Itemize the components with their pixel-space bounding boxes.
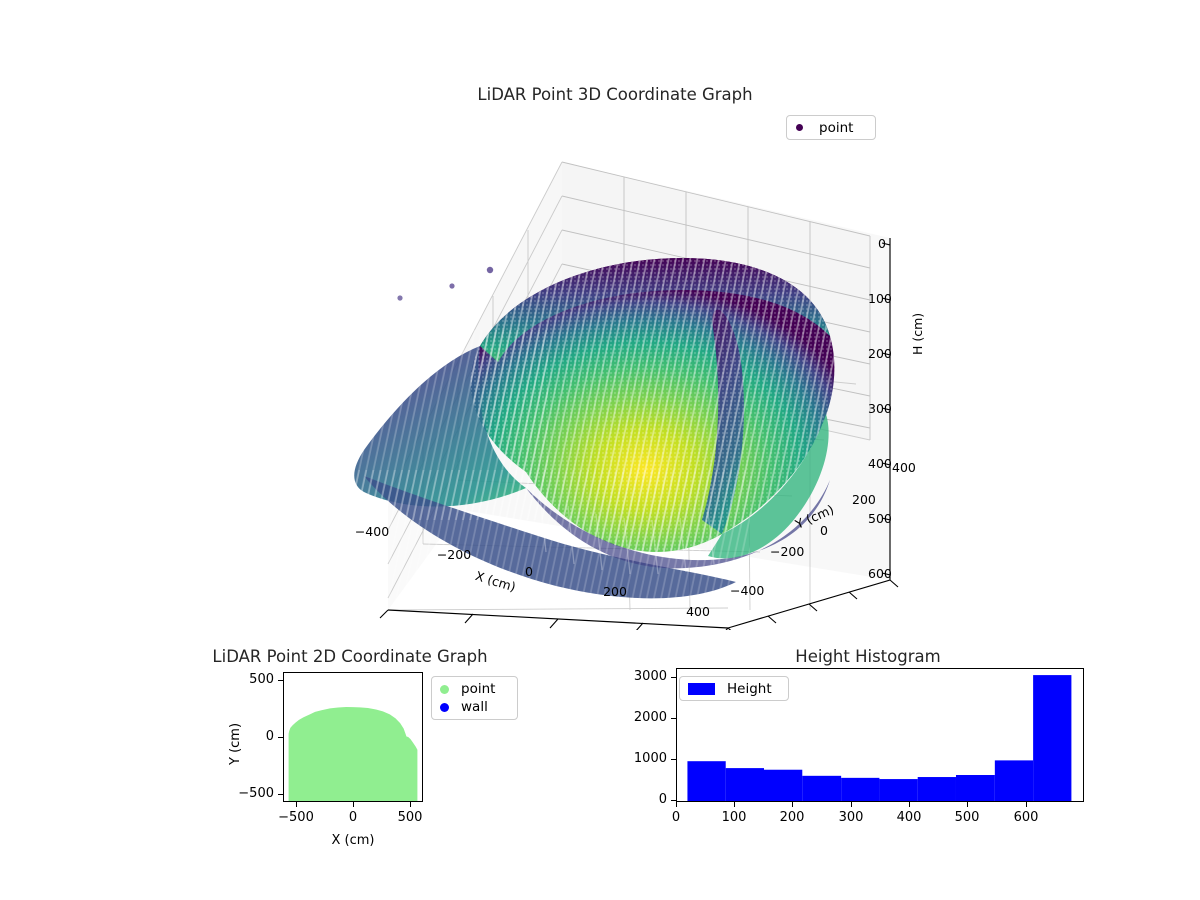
- histogram-title: Height Histogram: [795, 647, 941, 666]
- point-marker-icon: [440, 684, 449, 694]
- hist-xtick-6: 600: [1013, 810, 1039, 825]
- hist-xtick-5: 500: [954, 810, 980, 825]
- plot-3d-canvas: [348, 161, 899, 630]
- hist-xtick-mark-3: [851, 802, 853, 807]
- plot-3d-xtick-0: −400: [354, 524, 390, 539]
- plot-3d-xtick-4: 400: [686, 604, 710, 619]
- legend-label-point: point: [461, 681, 496, 697]
- point-cloud-3d: [348, 258, 835, 600]
- plot-2d-xtick-mark-2: [410, 802, 412, 807]
- legend-item-point: point: [440, 681, 509, 697]
- histogram-bar: [687, 761, 726, 801]
- hist-ytick-mark-2: [671, 718, 676, 720]
- legend-label-point: point: [819, 119, 854, 136]
- hist-ytick-0: 0: [658, 792, 667, 807]
- histogram-bar: [725, 768, 764, 801]
- hist-xtick-0: 0: [671, 810, 681, 825]
- hist-ytick-3: 3000: [633, 669, 667, 684]
- plot-3d-xtick-2: 0: [525, 564, 533, 579]
- plot-2d-ytick-2: −500: [238, 786, 274, 801]
- plot-3d-ztick-3: 300: [868, 401, 892, 416]
- plot-3d-ztick-6: 600: [868, 566, 892, 581]
- plot-2d-canvas: [288, 707, 418, 801]
- hist-xtick-2: 200: [779, 810, 805, 825]
- hist-xtick-mark-0: [676, 802, 678, 807]
- histogram-legend[interactable]: Height: [679, 676, 789, 701]
- legend-item-wall: wall: [440, 699, 509, 715]
- plot-2d-xtick-0: −500: [278, 810, 314, 825]
- hist-xtick-mark-5: [967, 802, 969, 807]
- plot-2d-ytick-mark-1: [278, 737, 283, 739]
- legend-item-point: point: [796, 120, 866, 136]
- hist-ytick-1: 1000: [633, 751, 667, 766]
- hist-xtick-4: 400: [896, 810, 922, 825]
- plot-3d-ytick-2: 0: [820, 523, 828, 538]
- plot-3d-axes[interactable]: 0 100 200 300 400 500 600 H (cm) −400 −2…: [330, 140, 950, 630]
- plot-3d-ztick-5: 500: [868, 511, 892, 526]
- histogram-bar: [955, 775, 995, 801]
- hist-ytick-2: 2000: [633, 710, 667, 725]
- hist-xtick-mark-4: [909, 802, 911, 807]
- hist-xtick-3: 300: [838, 810, 864, 825]
- hist-xtick-mark-6: [1026, 802, 1028, 807]
- histogram-bar: [917, 777, 956, 801]
- plot-3d-ztick-4: 400: [868, 456, 892, 471]
- legend-label-wall: wall: [461, 699, 488, 715]
- plot-2d-yaxis-label: Y (cm): [228, 722, 243, 765]
- hist-ytick-mark-1: [671, 759, 676, 761]
- plot-2d-ytick-mark-0: [278, 680, 283, 682]
- plot-3d-ztick-2: 200: [868, 346, 892, 361]
- histogram-bar: [764, 769, 803, 801]
- hist-xtick-mark-1: [734, 802, 736, 807]
- plot-3d-title: LiDAR Point 3D Coordinate Graph: [477, 85, 753, 104]
- plot-3d-zaxis-label: H (cm): [910, 312, 925, 355]
- plot-3d-ytick-4: 400: [892, 460, 916, 475]
- plot-2d-ytick-1: 0: [265, 729, 274, 744]
- point-marker-icon: [796, 124, 803, 131]
- histogram-bar: [994, 760, 1034, 801]
- wall-marker-icon: [440, 702, 449, 712]
- hist-ytick-mark-0: [671, 800, 676, 802]
- plot-3d-xtick-1: −200: [436, 547, 472, 562]
- hist-ytick-mark-3: [671, 677, 676, 679]
- plot-2d-xtick-mark-0: [296, 802, 298, 807]
- histogram-bar: [1033, 675, 1072, 801]
- plot-3d-xtick-3: 200: [603, 584, 627, 599]
- plot-3d-ytick-1: −200: [770, 544, 805, 559]
- plot-3d-ytick-0: −400: [730, 583, 765, 598]
- plot-2d-xtick-1: 0: [348, 810, 358, 825]
- histogram-bar: [841, 777, 880, 801]
- plot-2d-xtick-2: 500: [397, 810, 423, 825]
- histogram-bar: [879, 779, 918, 801]
- histogram-bars: [687, 675, 1072, 801]
- plot-2d-xtick-mark-1: [353, 802, 355, 807]
- plot-2d-title: LiDAR Point 2D Coordinate Graph: [212, 647, 488, 666]
- plot-2d-ytick-0: 500: [249, 672, 274, 687]
- hist-xtick-mark-2: [792, 802, 794, 807]
- histogram-axes[interactable]: [676, 668, 1084, 802]
- plot-2d-legend[interactable]: point wall: [431, 676, 518, 720]
- plot-3d-ztick-0: 0: [878, 236, 886, 251]
- legend-label-height: Height: [727, 680, 772, 697]
- plot-3d-ztick-1: 100: [868, 291, 892, 306]
- plot-2d-axes[interactable]: [283, 672, 423, 802]
- histogram-bar: [802, 775, 842, 801]
- hist-xtick-1: 100: [721, 810, 747, 825]
- plot-3d-legend[interactable]: point: [786, 115, 876, 140]
- plot-2d-xaxis-label: X (cm): [331, 833, 375, 848]
- plot-2d-ytick-mark-2: [278, 794, 283, 796]
- height-patch-icon: [688, 682, 715, 695]
- plot-3d-ytick-3: 200: [852, 492, 876, 507]
- legend-item-height: Height: [688, 681, 780, 697]
